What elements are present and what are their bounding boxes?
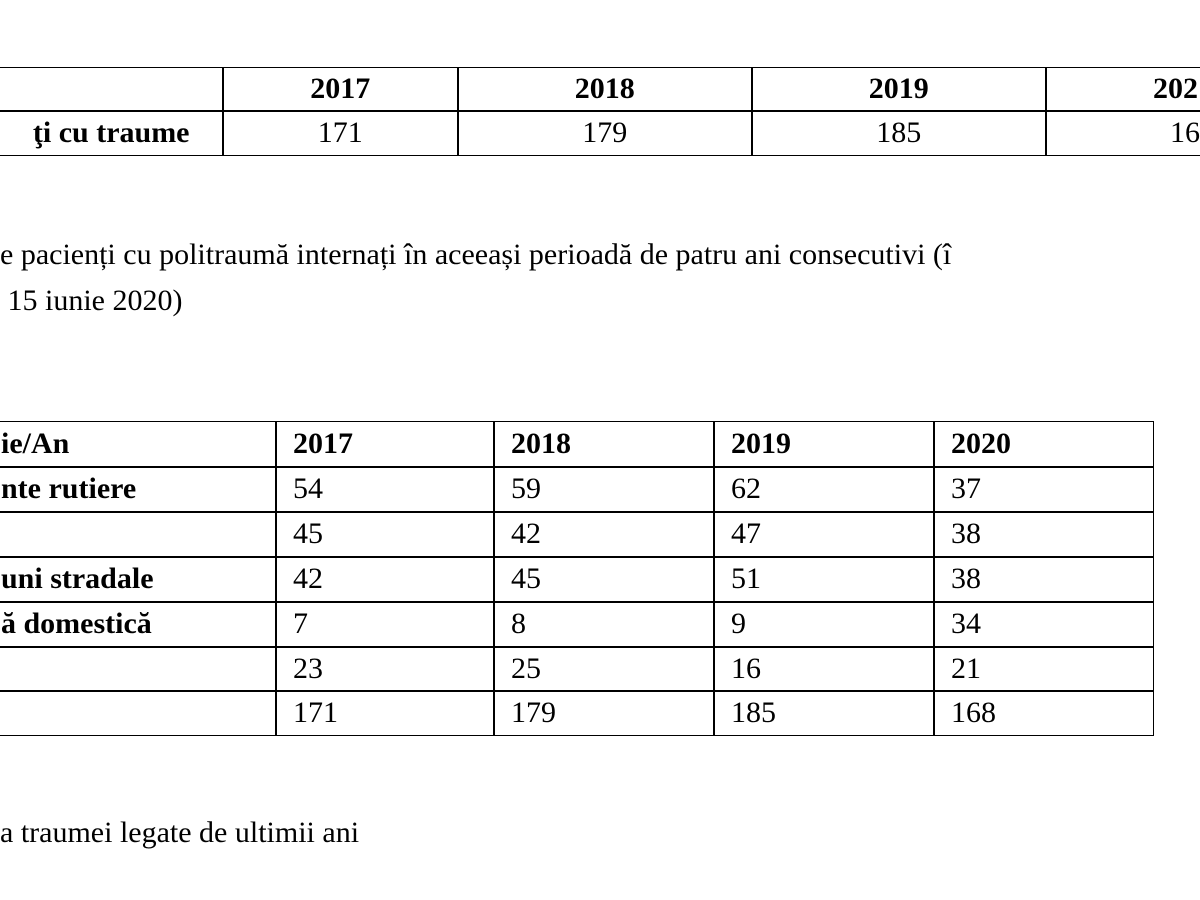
table-cell: 171	[275, 690, 495, 736]
table-header: 2019	[713, 421, 935, 468]
table-cell: 7	[275, 601, 495, 648]
table-cell: 45	[275, 511, 495, 558]
row-label	[0, 511, 277, 558]
table-header: 2017	[275, 421, 495, 468]
table-cell: 34	[933, 601, 1154, 648]
table-cell: 16	[713, 646, 935, 692]
table-cell: 171	[222, 110, 459, 156]
table-cell: 179	[457, 110, 753, 156]
row-label	[0, 646, 277, 692]
table-cell: 185	[713, 690, 935, 736]
table-cell: 59	[493, 466, 715, 513]
table-cell: 54	[275, 466, 495, 513]
table-cell: 38	[933, 511, 1154, 558]
table-cell: 9	[713, 601, 935, 648]
table-cell: 23	[275, 646, 495, 692]
table-cell: 179	[493, 690, 715, 736]
table-cell: 45	[493, 556, 715, 603]
table-cell: 8	[493, 601, 715, 648]
table-cell: 42	[275, 556, 495, 603]
footer-text: a traumei legate de ultimii ani	[0, 816, 360, 849]
row-label: nte rutiere	[0, 466, 277, 513]
table-cell	[0, 67, 224, 112]
paragraph-line: e pacienți cu politraumă internați în ac…	[0, 238, 952, 271]
table-cell: 25	[493, 646, 715, 692]
table-cell: 42	[493, 511, 715, 558]
table-header: 2020	[933, 421, 1154, 468]
table-header: 202	[1045, 67, 1200, 112]
table-header: 2018	[457, 67, 753, 112]
row-label	[0, 690, 277, 736]
row-label: ă domestică	[0, 601, 277, 648]
table-header: 2019	[751, 67, 1047, 112]
table-cell: 51	[713, 556, 935, 603]
row-label: ţi cu traume	[0, 110, 224, 156]
table-cell: 168	[933, 690, 1154, 736]
table-header: ie/An	[0, 421, 277, 468]
table-cell: 37	[933, 466, 1154, 513]
table-cell: 47	[713, 511, 935, 558]
table-header: 2017	[222, 67, 459, 112]
paragraph-line: 15 iunie 2020)	[0, 284, 183, 317]
row-label: uni stradale	[0, 556, 277, 603]
table-cell: 38	[933, 556, 1154, 603]
table-cell: 185	[751, 110, 1047, 156]
table-cell: 16	[1045, 110, 1200, 156]
table-header: 2018	[493, 421, 715, 468]
table-cell: 21	[933, 646, 1154, 692]
table-cell: 62	[713, 466, 935, 513]
